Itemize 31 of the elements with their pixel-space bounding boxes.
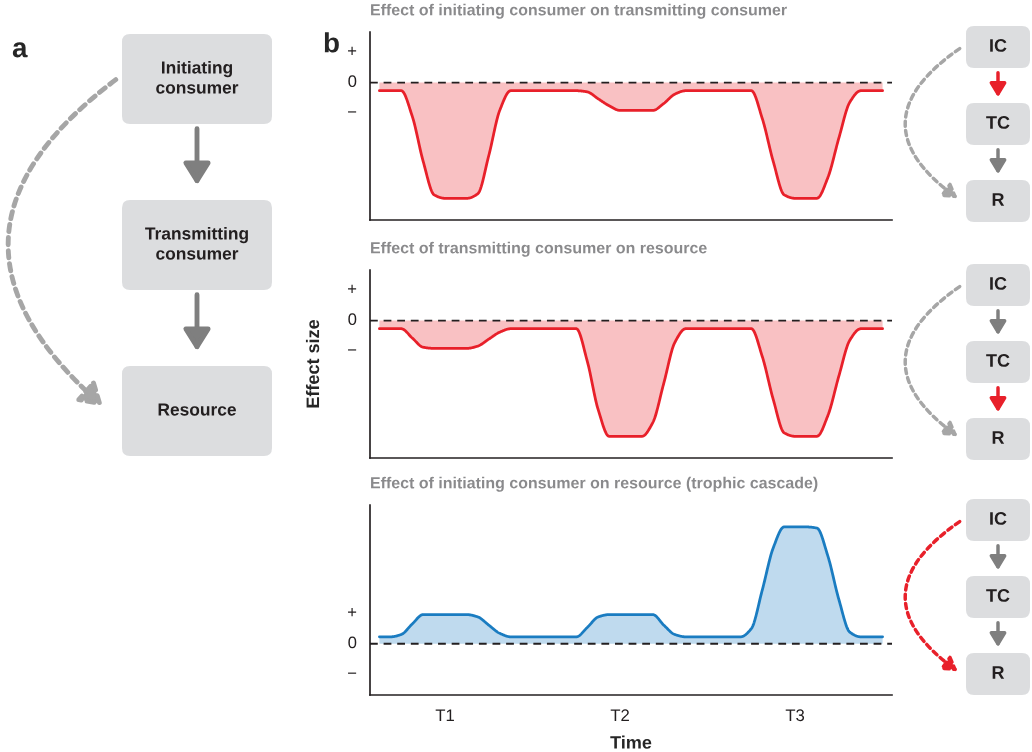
x-tick-label: T2 xyxy=(610,709,629,721)
x-axis-title: Time xyxy=(610,735,652,749)
text: IC xyxy=(990,277,1007,290)
text: TC xyxy=(986,354,1010,367)
text: Resource xyxy=(158,403,236,416)
text: − xyxy=(348,111,357,113)
text: a xyxy=(12,42,28,58)
chart-title: Effect of initiating consumer on resource (trophic cascade) xyxy=(371,476,818,492)
text: + xyxy=(348,284,357,293)
text: TC xyxy=(986,589,1010,602)
text: R xyxy=(992,431,1005,444)
text: IC xyxy=(990,512,1007,525)
text: TC xyxy=(986,116,1010,129)
x-tick-label: T1 xyxy=(435,709,454,721)
text: R xyxy=(992,193,1005,206)
text: − xyxy=(348,672,357,674)
text: Transmitting consumer xyxy=(145,226,248,260)
text: b xyxy=(324,32,339,53)
text: + xyxy=(348,46,357,55)
y-axis-title: Effect size xyxy=(305,319,320,408)
text: 0 xyxy=(348,75,357,88)
text: + xyxy=(348,607,357,617)
text: 0 xyxy=(348,636,357,649)
x-tick-label: T3 xyxy=(785,709,805,722)
text: Initiating consumer xyxy=(156,60,239,94)
chart-title: Effect of transmitting consumer on resource xyxy=(371,241,707,257)
text: R xyxy=(992,666,1005,679)
chart-title: Effect of initiating consumer on transmitting consumer xyxy=(371,3,787,19)
text: IC xyxy=(990,39,1007,52)
text: 0 xyxy=(348,313,357,326)
text: − xyxy=(348,349,357,351)
